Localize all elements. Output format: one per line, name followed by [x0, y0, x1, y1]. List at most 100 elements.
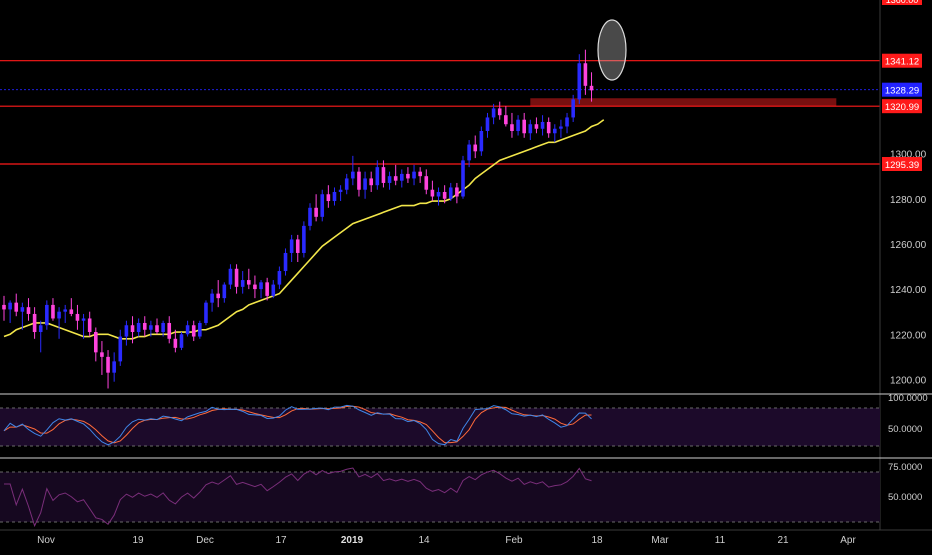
candle-body: [228, 268, 233, 285]
x-tick-11: 11: [715, 535, 726, 546]
highlight-ellipse[interactable]: [597, 19, 627, 81]
candle-body: [448, 187, 453, 199]
candle-body: [528, 124, 533, 134]
candle-body: [136, 322, 141, 333]
candle-body: [534, 124, 539, 129]
stochastic-tick-100: 100.0000: [888, 393, 928, 404]
candle-body: [338, 189, 343, 192]
candle-body: [216, 293, 220, 299]
x-tick-18: 18: [591, 535, 603, 546]
candle-body: [473, 144, 478, 152]
candle-body: [94, 332, 98, 353]
candle-body: [326, 194, 331, 202]
candle-body: [491, 108, 496, 118]
candle-body: [418, 171, 422, 177]
candle-body: [497, 108, 502, 116]
x-tick-17: 17: [275, 535, 287, 546]
stochastic-pane[interactable]: 100.0000 50.0000: [0, 393, 928, 447]
candle-body: [522, 119, 526, 134]
candle-body: [430, 189, 435, 197]
candle-body: [8, 302, 12, 310]
level-label-2: 1295.39: [885, 160, 919, 171]
candle-body: [540, 121, 545, 129]
candle-body: [436, 191, 441, 197]
x-tick-2019: 2019: [341, 535, 364, 546]
candle-body: [247, 280, 251, 285]
candle-body: [204, 302, 208, 323]
price-pane[interactable]: [0, 0, 880, 393]
price-axis[interactable]: 1200.00 1220.00 1240.00 1260.00 1280.00 1300.…: [879, 0, 927, 530]
candle-body: [87, 318, 92, 333]
candle-body: [277, 271, 282, 285]
candle-body: [210, 293, 214, 303]
candle-body: [320, 194, 325, 217]
candle-body: [393, 176, 398, 181]
candle-body: [332, 191, 337, 202]
level-label-bg-1: [882, 99, 922, 114]
candle-body: [442, 191, 447, 199]
candle-body: [510, 124, 514, 131]
x-tick-apr: Apr: [840, 535, 856, 546]
stochastic-d-line: [3, 405, 592, 444]
candle-body: [185, 325, 190, 335]
candle-body: [485, 117, 490, 131]
candle-body: [363, 178, 367, 190]
candle-body: [63, 309, 67, 312]
candle-body: [155, 325, 159, 333]
candle-body: [479, 131, 484, 152]
level-label-bg-0: [882, 53, 922, 68]
candle-body: [577, 63, 582, 100]
x-tick-feb: Feb: [505, 535, 523, 546]
candle-body: [234, 268, 239, 287]
candle-body: [106, 356, 110, 373]
candle-body: [124, 325, 129, 337]
rsi-line: [4, 467, 592, 528]
candle-body: [240, 280, 245, 287]
candle-body: [375, 167, 380, 186]
rsi-pane[interactable]: 75.0000 50.0000: [0, 462, 922, 528]
x-tick-14: 14: [418, 535, 430, 546]
top-cut-label: 1360.00: [886, 0, 919, 5]
candle-body: [45, 304, 49, 326]
candle-body: [142, 322, 147, 330]
candle-body: [179, 334, 184, 348]
candle-body: [516, 119, 520, 131]
candle-body: [161, 322, 165, 333]
candle-body: [504, 115, 508, 125]
rsi-tick-75: 75.0000: [888, 462, 922, 473]
candle-body: [222, 284, 227, 299]
candle-body: [369, 178, 373, 186]
candle-body: [167, 322, 172, 339]
candle-body: [191, 325, 196, 337]
candle-body: [38, 325, 43, 333]
rsi-tick-50: 50.0000: [888, 492, 922, 503]
x-tick-nov: Nov: [37, 535, 55, 546]
candle-body: [344, 178, 349, 190]
candle-body: [283, 252, 288, 272]
candle-body: [571, 99, 575, 118]
level-label-0: 1341.12: [885, 57, 919, 68]
x-tick-mar: Mar: [651, 535, 669, 546]
candle-body: [271, 284, 276, 296]
time-axis[interactable]: Nov 19 Dec 17 2019 14 Feb 18 Mar 11 21 A…: [0, 529, 932, 546]
candle-body: [424, 176, 429, 190]
candle-body: [51, 304, 55, 319]
candle-body: [302, 225, 306, 253]
last-price-label-bg: [882, 82, 922, 97]
candle-body: [455, 187, 459, 197]
level-label-1: 1320.99: [885, 102, 919, 113]
candle-body: [546, 121, 551, 134]
moving-average-line: [3, 119, 605, 340]
top-cut-label-bg: [882, 0, 922, 5]
price-tick-2: 1240.00: [890, 285, 927, 296]
candle-body: [20, 307, 25, 312]
level-label-bg-2: [882, 156, 922, 171]
price-tick-5: 1300.00: [890, 150, 927, 161]
x-tick-21: 21: [777, 535, 789, 546]
candle-body: [100, 352, 104, 357]
resistance-zone: [530, 98, 837, 107]
stochastic-band-fill: [0, 408, 880, 446]
x-tick-19: 19: [132, 535, 144, 546]
